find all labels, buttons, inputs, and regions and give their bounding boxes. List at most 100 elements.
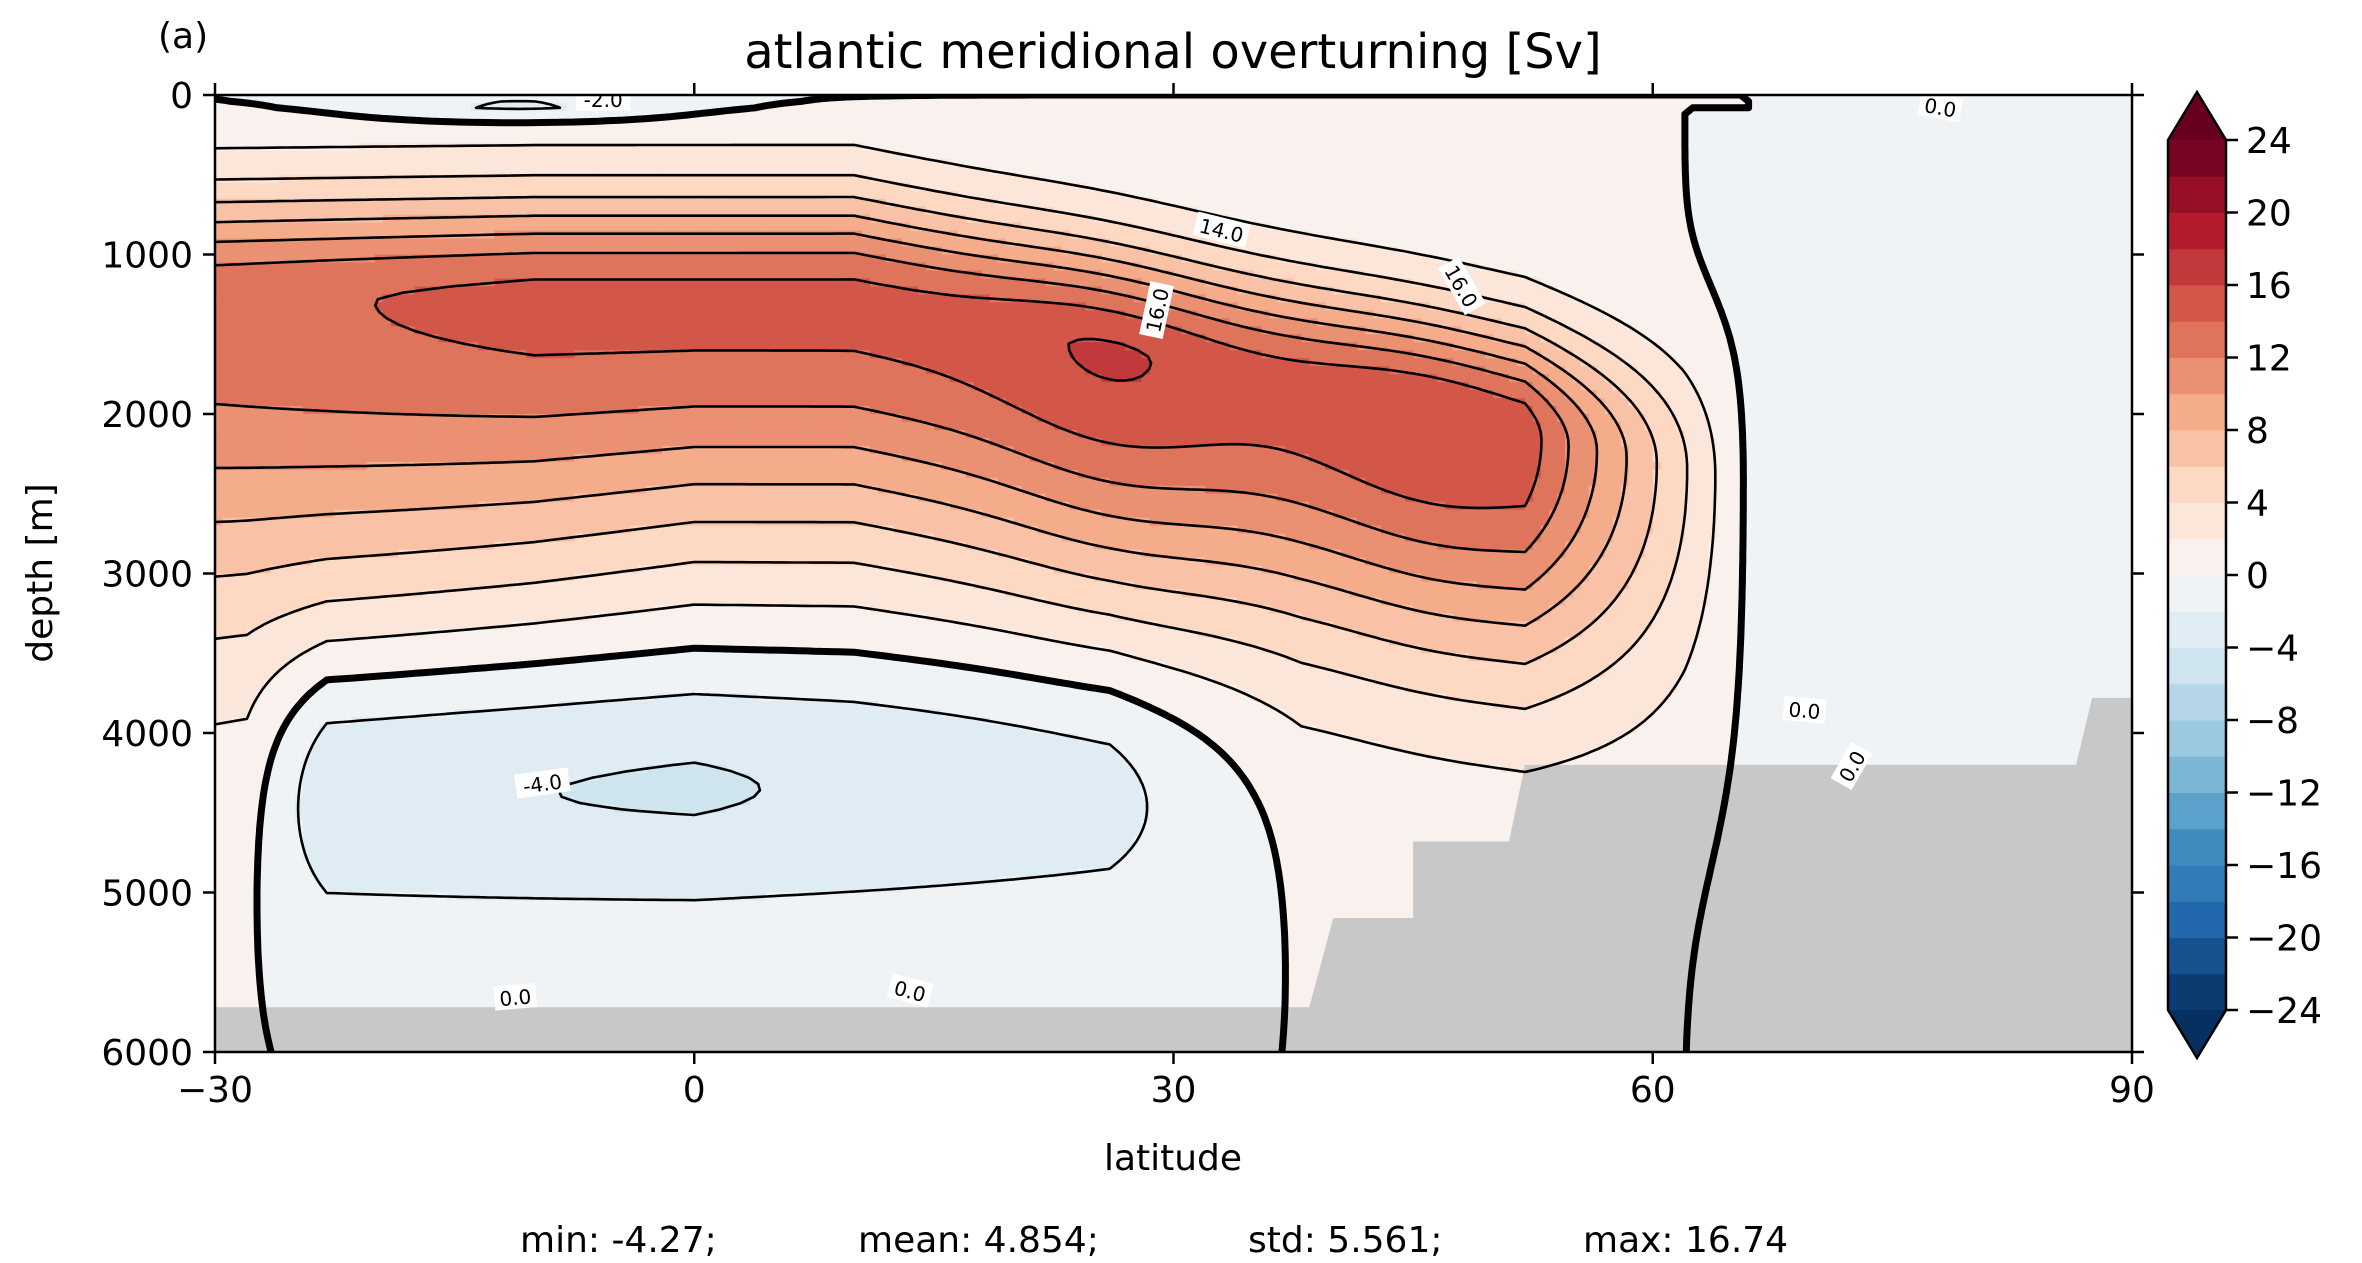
contour-cell	[239, 797, 248, 806]
contour-cell	[247, 837, 256, 846]
contour-cell	[295, 247, 304, 256]
contour-cell	[303, 932, 312, 941]
contour-cell	[215, 765, 224, 774]
contour-cell	[271, 853, 280, 862]
contour-cell	[223, 749, 232, 758]
contour-cell	[255, 207, 264, 216]
contour-cell	[303, 231, 312, 240]
contour-cell	[303, 398, 312, 407]
contour-cell	[271, 494, 280, 503]
contour-cell	[279, 430, 288, 439]
contour-cell	[279, 893, 288, 902]
contour-cell	[271, 183, 280, 192]
contour-cell	[239, 964, 248, 973]
contour-cell	[271, 781, 280, 790]
contour-cell	[239, 940, 248, 949]
contour-cell	[303, 334, 312, 343]
contour-cell	[279, 924, 288, 933]
contour-cell	[247, 390, 256, 399]
contour-cell	[263, 486, 272, 495]
contour-cell	[311, 167, 320, 176]
contour-cell	[303, 821, 312, 830]
contour-cell	[239, 422, 248, 431]
contour-cell	[295, 861, 304, 870]
contour-cell	[239, 111, 248, 120]
contour-cell	[263, 948, 272, 957]
contour-cell	[239, 885, 248, 894]
contour-cell	[231, 135, 240, 144]
contour-cell	[263, 358, 272, 367]
contour-cell	[215, 550, 224, 559]
contour-cell	[215, 885, 224, 894]
contour-cell	[231, 733, 240, 742]
contour-cell	[223, 789, 232, 798]
contour-cell	[287, 95, 296, 104]
contour-cell	[303, 550, 312, 559]
contour-cell	[223, 765, 232, 774]
contour-cell	[215, 741, 224, 750]
contour-cell	[239, 167, 248, 176]
contour-cell	[295, 262, 304, 271]
contour-cell	[279, 685, 288, 694]
contour-cell	[263, 837, 272, 846]
contour-cell	[223, 861, 232, 870]
contour-cell	[223, 207, 232, 216]
contour-cell	[263, 366, 272, 375]
contour-cell	[295, 932, 304, 941]
contour-cell	[247, 805, 256, 814]
contour-cell	[247, 454, 256, 463]
contour-cell	[303, 964, 312, 973]
contour-cell	[311, 151, 320, 160]
contour-cell	[231, 773, 240, 782]
contour-cell	[263, 893, 272, 902]
contour-cell	[303, 773, 312, 782]
contour-cell	[239, 334, 248, 343]
contour-cell	[295, 135, 304, 144]
contour-cell	[247, 645, 256, 654]
contour-cell	[311, 119, 320, 128]
contour-cell	[247, 948, 256, 957]
contour-cell	[247, 159, 256, 168]
contour-cell	[271, 366, 280, 375]
contour-cell	[279, 342, 288, 351]
contour-cell	[239, 805, 248, 814]
contour-cell	[231, 183, 240, 192]
contour-cell	[287, 215, 296, 224]
contour-cell	[303, 709, 312, 718]
contour-cell	[303, 167, 312, 176]
contour-cell	[247, 741, 256, 750]
contour-cell	[247, 422, 256, 431]
contour-cell	[271, 398, 280, 407]
contour-cell	[215, 478, 224, 487]
contour-cell	[295, 414, 304, 423]
contour-cell	[271, 318, 280, 327]
contour-cell	[279, 318, 288, 327]
contour-cell	[295, 526, 304, 535]
contour-cell	[255, 430, 264, 439]
contour-cell	[311, 446, 320, 455]
contour-cell	[247, 334, 256, 343]
contour-cell	[263, 199, 272, 208]
contour-cell	[287, 940, 296, 949]
contour-cell	[255, 135, 264, 144]
contour-cell	[311, 278, 320, 287]
contour-cell	[239, 924, 248, 933]
contour-cell	[303, 885, 312, 894]
contour-cell	[311, 589, 320, 598]
contour-cell	[255, 326, 264, 335]
contour-cell	[239, 151, 248, 160]
contour-cell	[263, 119, 272, 128]
contour-cell	[303, 191, 312, 200]
contour-cell	[247, 310, 256, 319]
contour-cell	[303, 908, 312, 917]
contour-cell	[271, 789, 280, 798]
contour-cell	[279, 366, 288, 375]
contour-cell	[239, 438, 248, 447]
contour-cell	[255, 294, 264, 303]
contour-cell	[223, 581, 232, 590]
contour-cell	[287, 494, 296, 503]
contour-cell	[287, 916, 296, 925]
contour-cell	[239, 645, 248, 654]
contour-cell	[215, 542, 224, 551]
contour-cell	[231, 302, 240, 311]
